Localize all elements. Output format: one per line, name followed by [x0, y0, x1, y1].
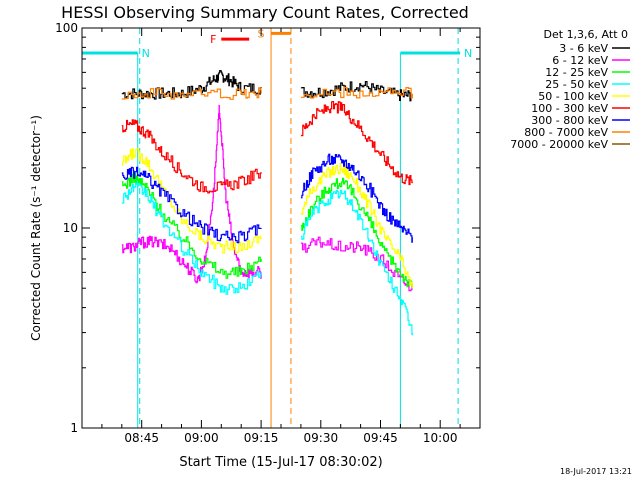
annotation-label: N — [464, 47, 472, 60]
x-tick-label: 08:45 — [124, 431, 159, 445]
annotation-label: F — [210, 33, 216, 46]
annotation-label: N — [142, 47, 150, 60]
y-tick-label: 100 — [55, 21, 78, 35]
annotations: NNFS — [82, 27, 472, 428]
legend-entry: 25 - 50 keV — [545, 78, 608, 91]
y-axis-label: Corrected Count Rate (s⁻¹ detector⁻¹) — [29, 115, 43, 341]
legend-header: Det 1,3,6, Att 0 — [544, 28, 628, 41]
series-line-0 — [121, 70, 262, 100]
y-tick-label: 1 — [70, 421, 78, 435]
series-line-5 — [121, 119, 262, 194]
series-line-7 — [300, 87, 413, 99]
timestamp: 18-Jul-2017 13:21 — [560, 467, 632, 476]
series-line-4 — [300, 162, 413, 289]
x-tick-label: 09:30 — [304, 431, 339, 445]
legend-entry: 12 - 25 keV — [545, 66, 608, 79]
series-layer — [121, 70, 413, 336]
series-line-2 — [121, 170, 262, 279]
x-tick-label: 09:15 — [244, 431, 279, 445]
series-line-6 — [300, 153, 413, 243]
legend-entry: 3 - 6 keV — [559, 42, 608, 55]
series-line-7 — [121, 87, 262, 100]
series-line-1 — [300, 236, 413, 292]
series-line-0 — [300, 81, 413, 102]
legend-entry: 50 - 100 keV — [538, 90, 608, 103]
y-tick-label: 10 — [63, 221, 78, 235]
plot-frame — [81, 27, 481, 429]
legend-entry: 7000 - 20000 keV — [510, 138, 608, 151]
y-axis: 1 10 100 — [55, 21, 480, 435]
x-tick-label: 09:45 — [363, 431, 398, 445]
series-line-3 — [300, 189, 413, 336]
series-line-3 — [121, 182, 262, 295]
legend-entry: 6 - 12 keV — [552, 54, 608, 67]
chart-title: HESSI Observing Summary Count Rates, Cor… — [61, 3, 469, 22]
x-axis: 08:45 09:00 09:15 09:30 09:45 10:00 — [101, 28, 461, 445]
series-line-4 — [121, 148, 262, 254]
x-axis-label: Start Time (15-Jul-17 08:30:02) — [179, 455, 382, 470]
series-line-2 — [300, 177, 413, 289]
x-tick-label: 10:00 — [423, 431, 458, 445]
legend-entry: 100 - 300 keV — [531, 102, 608, 115]
series-line-5 — [300, 101, 413, 186]
legend-entry: 800 - 7000 keV — [524, 126, 608, 139]
series-line-6 — [121, 166, 262, 244]
x-tick-label: 09:00 — [184, 431, 219, 445]
legend-entry: 300 - 800 keV — [531, 114, 608, 127]
